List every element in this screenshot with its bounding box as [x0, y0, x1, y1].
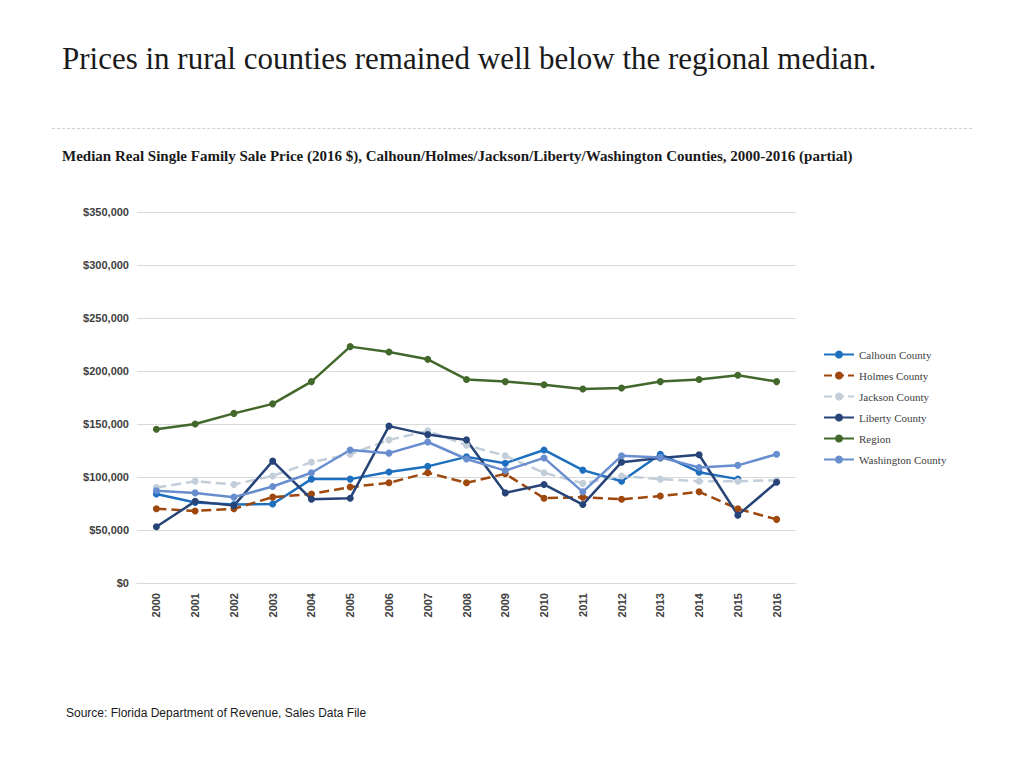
- svg-text:2011: 2011: [577, 593, 589, 617]
- svg-text:2002: 2002: [228, 593, 240, 617]
- html-text:Source: Florida Department of: Source: Florida Department of Revenue, S…: [66, 706, 367, 720]
- svg-text:2009: 2009: [499, 593, 511, 617]
- svg-text:2015: 2015: [732, 593, 744, 617]
- svg-text:$350,000: $350,000: [83, 206, 129, 218]
- svg-text:2001: 2001: [189, 593, 201, 617]
- svg-text:2000: 2000: [150, 593, 162, 617]
- html-text:Median Real Single Family Sale: Median Real Single Family Sale Price (20…: [62, 148, 853, 164]
- svg-text:Jackson County: Jackson County: [859, 391, 929, 403]
- svg-text:2012: 2012: [616, 593, 628, 617]
- svg-text:$0: $0: [117, 577, 129, 589]
- svg-text:Region: Region: [859, 433, 891, 445]
- svg-text:Calhoun County: Calhoun County: [859, 349, 932, 361]
- svg-text:Liberty County: Liberty County: [859, 412, 927, 424]
- svg-text:Washington County: Washington County: [859, 454, 947, 466]
- svg-text:$200,000: $200,000: [83, 365, 129, 377]
- svg-text:2004: 2004: [305, 592, 317, 617]
- svg-text:2006: 2006: [383, 593, 395, 617]
- html-text:Prices in rural counties remai: Prices in rural counties remained well b…: [62, 41, 877, 76]
- svg-text:$250,000: $250,000: [83, 312, 129, 324]
- svg-text:2003: 2003: [267, 593, 279, 617]
- svg-text:2005: 2005: [344, 593, 356, 617]
- svg-text:Holmes County: Holmes County: [859, 370, 929, 382]
- svg-text:$50,000: $50,000: [89, 524, 129, 536]
- svg-text:$300,000: $300,000: [83, 259, 129, 271]
- svg-text:2016: 2016: [771, 593, 783, 617]
- svg-text:2007: 2007: [422, 593, 434, 617]
- svg-text:$150,000: $150,000: [83, 418, 129, 430]
- svg-text:$100,000: $100,000: [83, 471, 129, 483]
- svg-text:2008: 2008: [461, 593, 473, 617]
- svg-text:2010: 2010: [538, 593, 550, 617]
- svg-text:2013: 2013: [654, 593, 666, 617]
- svg-text:2014: 2014: [693, 592, 705, 617]
